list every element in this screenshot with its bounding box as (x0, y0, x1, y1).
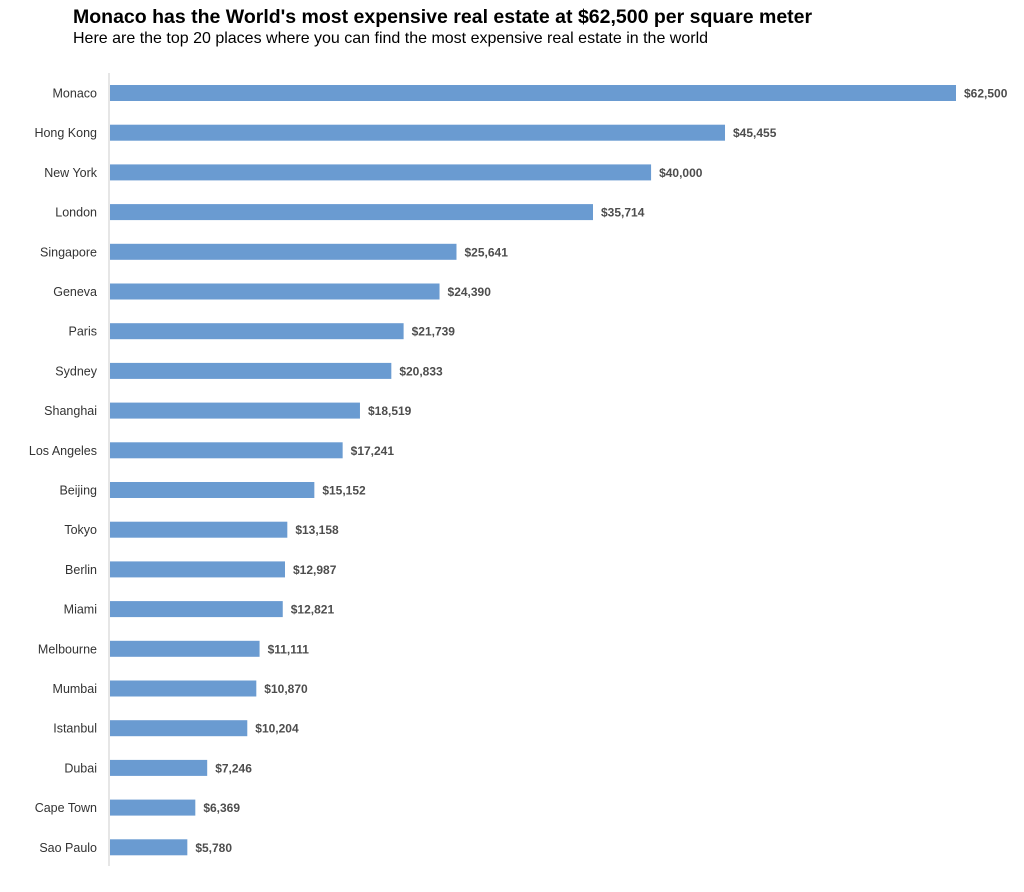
category-label: Monaco (53, 87, 98, 101)
bar (110, 640, 260, 657)
bars-layer: Monaco $62,500 Hong Kong $45,455 New York $40… (29, 85, 1008, 856)
category-label: Tokyo (64, 523, 97, 537)
category-label: Istanbul (53, 722, 97, 736)
value-label: $11,111 (268, 642, 310, 656)
bar (110, 402, 360, 419)
category-label: Cape Town (35, 801, 97, 815)
bar (110, 601, 283, 618)
bar (110, 561, 285, 578)
value-label: $24,390 (448, 285, 492, 299)
bar (110, 839, 188, 856)
category-label: Miami (64, 603, 97, 617)
bar (110, 799, 196, 816)
category-label: New York (44, 166, 98, 180)
category-label: Hong Kong (34, 126, 97, 140)
category-label: Los Angeles (29, 444, 97, 458)
value-label: $25,641 (464, 245, 508, 259)
category-label: Berlin (65, 563, 97, 577)
category-label: Shanghai (44, 404, 97, 418)
value-label: $21,739 (412, 325, 456, 339)
value-label: $20,833 (399, 364, 443, 378)
bar (110, 243, 457, 260)
category-label: Beijing (59, 484, 97, 498)
category-label: Dubai (64, 761, 97, 775)
value-label: $12,821 (291, 603, 335, 617)
bar (110, 204, 593, 221)
value-label: $5,780 (195, 841, 232, 855)
bar (110, 482, 315, 498)
category-label: Geneva (53, 285, 97, 299)
bar (110, 680, 257, 697)
category-label: Singapore (40, 245, 97, 259)
bar (110, 283, 440, 300)
bar (110, 164, 652, 181)
category-label: Mumbai (53, 682, 97, 696)
category-label: Sydney (55, 364, 97, 378)
value-label: $45,455 (733, 126, 777, 140)
bar (110, 323, 404, 340)
bar (110, 85, 956, 101)
value-label: $12,987 (293, 563, 337, 577)
value-label: $13,158 (295, 523, 339, 537)
value-label: $10,204 (255, 722, 299, 736)
value-label: $7,246 (215, 761, 252, 775)
value-label: $6,369 (203, 801, 240, 815)
category-label: Melbourne (38, 642, 97, 656)
category-label: London (55, 206, 97, 220)
chart-title: Monaco has the World's most expensive re… (73, 6, 813, 28)
category-label: Sao Paulo (39, 841, 97, 855)
bar (110, 442, 343, 459)
chart-subtitle: Here are the top 20 places where you can… (73, 30, 709, 47)
value-label: $10,870 (264, 682, 308, 696)
value-label: $40,000 (659, 166, 703, 180)
bar (110, 720, 248, 737)
value-label: $17,241 (351, 444, 395, 458)
value-label: $62,500 (964, 87, 1008, 101)
value-label: $35,714 (601, 206, 645, 220)
value-label: $18,519 (368, 404, 412, 418)
bar (110, 759, 208, 776)
bar (110, 124, 726, 141)
category-label: Paris (69, 325, 97, 339)
bar (110, 521, 288, 538)
bar (110, 362, 392, 379)
value-label: $15,152 (322, 484, 366, 498)
